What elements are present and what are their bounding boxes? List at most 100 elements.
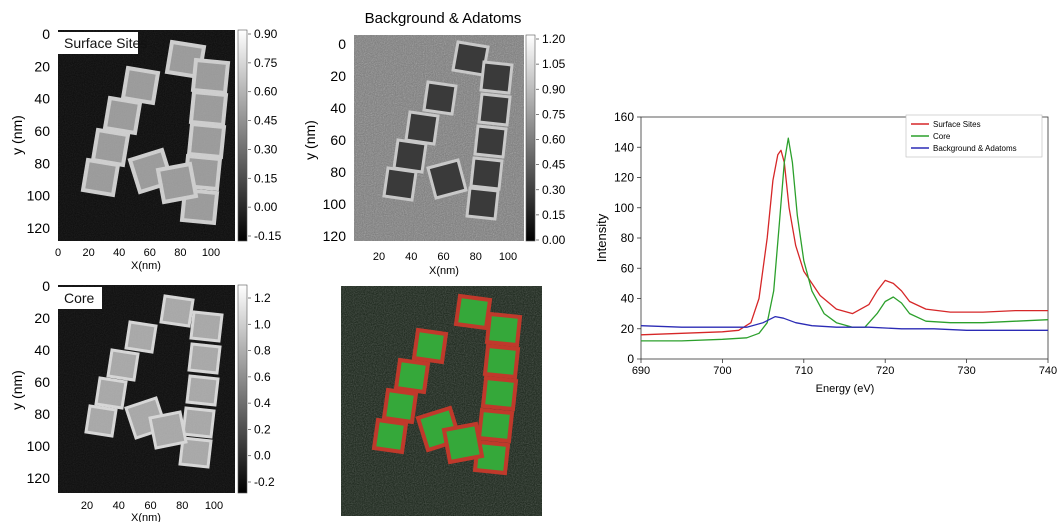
x-tick-label: 730: [957, 365, 975, 377]
x-tick-label: 710: [795, 365, 813, 377]
core-xlabel: X(nm): [131, 512, 161, 522]
x-tick-label: 80: [176, 500, 188, 512]
colorbar-tick-label: 0.15: [254, 171, 278, 185]
series-line-core: [641, 137, 1049, 342]
y-tick-label: 0: [338, 36, 346, 52]
colorbar-tick-label: 0.00: [254, 200, 278, 214]
x-tick-label: 80: [174, 247, 186, 259]
x-tick-label: 740: [1039, 365, 1057, 377]
spectrum-legend: Surface Sites Core Background & Adatoms: [905, 114, 1043, 158]
x-tick-label: 20: [82, 247, 94, 259]
x-tick-label: 40: [113, 500, 125, 512]
colorbar-tick-label: 0.90: [254, 27, 278, 41]
colorbar-tick-label: 0.8: [254, 344, 271, 358]
surface-sites-colorbar-ticks: 0.90 0.75 0.60 0.45 0.30 0.15 0.00 -0.15: [248, 27, 282, 243]
x-tick-label: 690: [632, 365, 650, 377]
y-tick-label: 100: [27, 188, 51, 204]
colorbar-tick-label: 0.15: [542, 208, 566, 222]
background-colorbar: [525, 34, 536, 242]
y-tick-label: 60: [330, 132, 346, 148]
x-tick-label: 0: [55, 247, 61, 259]
y-tick-label: 120: [323, 228, 347, 244]
x-tick-label: 100: [202, 247, 220, 259]
colorbar-tick-label: 0.75: [542, 107, 566, 121]
spectrum-series: [640, 137, 1049, 342]
y-tick-label: 60: [34, 123, 50, 139]
y-tick-label: 40: [330, 100, 346, 116]
y-tick-label: 40: [621, 292, 635, 306]
series-line-background-adatoms: [640, 315, 1048, 331]
y-tick-label: 0: [627, 352, 634, 366]
y-tick-label: 120: [614, 171, 634, 185]
x-tick-label: 40: [113, 247, 125, 259]
legend-label: Core: [933, 132, 951, 141]
background-title: Background & Adatoms: [365, 10, 522, 27]
colorbar-tick-label: 0.75: [254, 56, 278, 70]
colorbar-tick-label: 1.05: [542, 57, 566, 71]
x-tick-label: 100: [499, 251, 517, 263]
core-map: Core 1.2 1.0 0.8 0.6 0.4 0.2 0.0 -0.2 0 20 40 60 80…: [9, 278, 275, 522]
colorbar-tick-label: 0.4: [254, 396, 271, 410]
colorbar-tick-label: 0.60: [542, 133, 566, 147]
spectrum-ylabel: Intensity: [594, 213, 609, 262]
background-adatoms-map: Background & Adatoms 1.20 1.05 0.90 0.75 0.6…: [302, 10, 566, 277]
y-tick-label: 120: [27, 470, 51, 486]
y-tick-label: 40: [34, 91, 50, 107]
background-colorbar-ticks: 1.20 1.05 0.90 0.75 0.60 0.45 0.30 0.15 0.00: [536, 32, 566, 247]
colorbar-tick-label: 1.0: [254, 317, 271, 331]
surface-sites-y-ticks: 0 20 40 60 80 100 120: [27, 26, 51, 236]
y-tick-label: 100: [614, 201, 634, 215]
x-tick-label: 720: [876, 365, 894, 377]
y-tick-label: 20: [34, 58, 50, 74]
x-tick-label: 700: [713, 365, 731, 377]
core-x-ticks: 20 40 60 80 100: [81, 500, 223, 512]
surface-sites-title-box: [58, 32, 138, 54]
legend-label: Background & Adatoms: [933, 144, 1017, 153]
colorbar-tick-label: 0.45: [542, 158, 566, 172]
y-tick-label: 20: [34, 310, 50, 326]
y-tick-label: 140: [614, 140, 634, 154]
surface-sites-xlabel: X(nm): [131, 260, 161, 272]
composite-map: [341, 286, 542, 516]
core-ylabel: y (nm): [9, 370, 25, 410]
x-tick-label: 60: [437, 251, 449, 263]
y-tick-label: 160: [614, 110, 634, 124]
legend-box: [905, 114, 1043, 158]
spectrum-xlabel: Energy (eV): [816, 383, 875, 395]
spectrum-y-ticks: 0 20 40 60 80 100 120 140 160: [614, 110, 641, 366]
y-tick-label: 120: [27, 220, 51, 236]
legend-label: Surface Sites: [933, 120, 981, 129]
surface-sites-map: Surface Sites 0.900.750.600.450.300.150.…: [9, 26, 282, 272]
colorbar-tick-label: 0.90: [542, 82, 566, 96]
colorbar-tick-label: -0.15: [254, 229, 282, 243]
surface-sites-title: Surface Sites: [64, 35, 147, 51]
x-tick-label: 20: [373, 251, 385, 263]
surface-sites-colorbar: [237, 29, 248, 242]
surface-sites-ylabel: y (nm): [9, 115, 25, 155]
core-title-box: [58, 287, 102, 309]
spectrum-chart: 0 20 40 60 80 100 120 140 160 690 700 710 720 730 740…: [594, 110, 1057, 395]
y-tick-label: 80: [34, 155, 50, 171]
y-tick-label: 100: [27, 438, 51, 454]
colorbar-tick-label: 0.6: [254, 370, 271, 384]
colorbar-tick-label: 0.30: [254, 142, 278, 156]
series-line-surface-sites: [640, 149, 1048, 336]
spectrum-x-ticks: 690 700 710 720 730 740: [632, 359, 1057, 377]
x-tick-label: 60: [144, 247, 156, 259]
colorbar-tick-label: 1.20: [542, 32, 566, 46]
y-tick-label: 20: [330, 68, 346, 84]
y-tick-label: 80: [34, 406, 50, 422]
background-particle-outlines: [382, 40, 514, 221]
background-y-ticks: 0 20 40 60 80 100 120: [323, 36, 347, 244]
x-tick-label: 100: [205, 500, 223, 512]
x-tick-label: 80: [470, 251, 482, 263]
background-xlabel: X(nm): [429, 265, 459, 277]
y-tick-label: 20: [621, 322, 635, 336]
colorbar-tick-label: 0.0: [254, 449, 271, 463]
y-tick-label: 80: [621, 231, 635, 245]
y-tick-label: 0: [42, 26, 50, 42]
y-tick-label: 100: [323, 196, 347, 212]
core-colorbar-ticks: 1.2 1.0 0.8 0.6 0.4 0.2 0.0 -0.2: [248, 291, 275, 489]
colorbar-tick-label: 0.00: [542, 233, 566, 247]
